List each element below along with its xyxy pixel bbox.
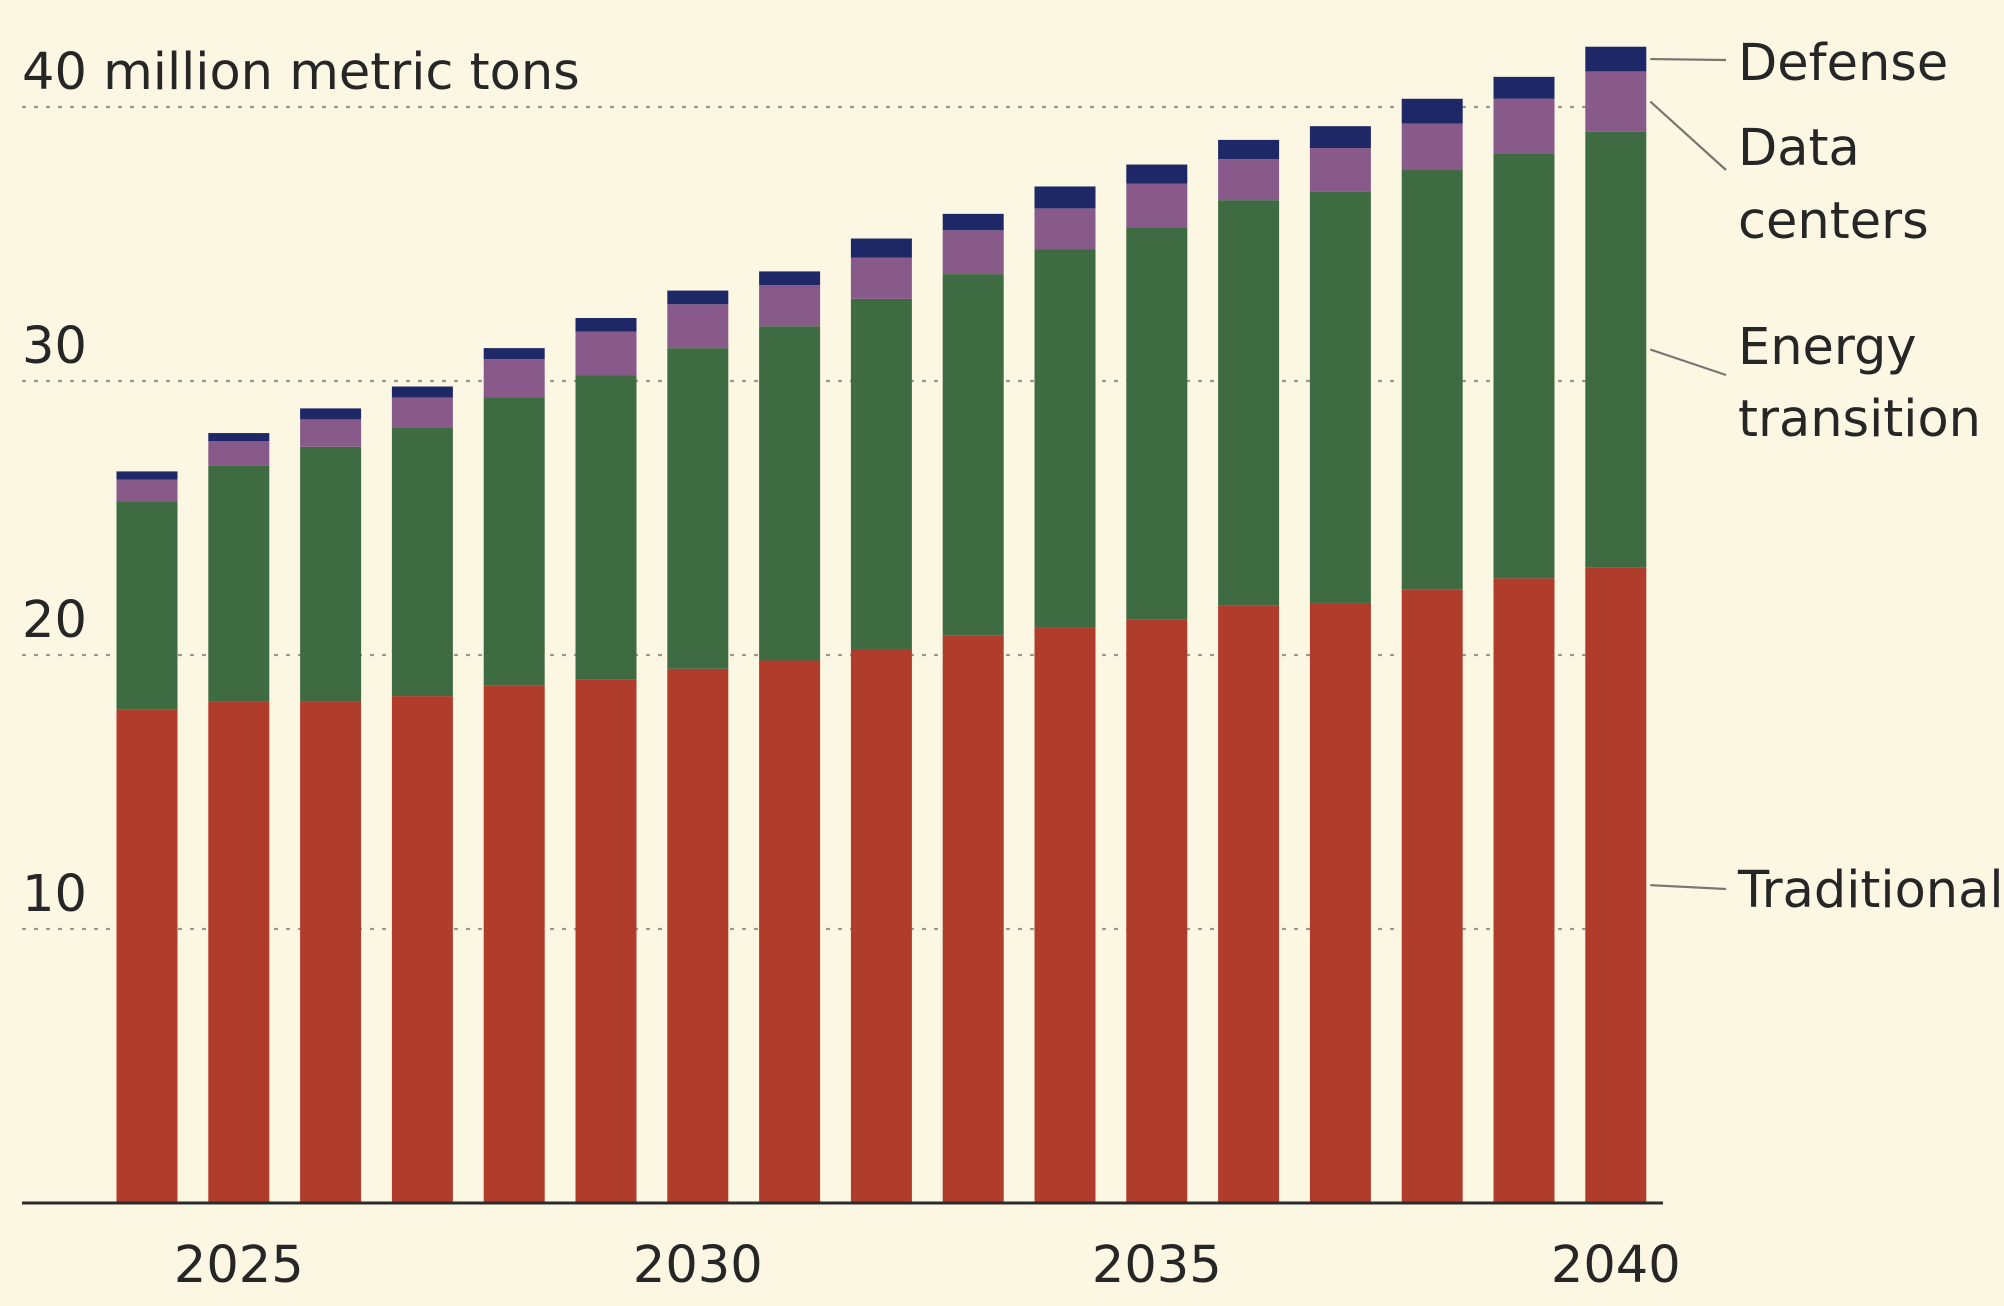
bar-2030-energy-transition <box>667 348 729 669</box>
legend-label-energy-transition-line-1: Energy <box>1738 318 1917 377</box>
bar-2033-defense <box>942 213 1004 231</box>
bar-2025-data-centers <box>208 441 270 466</box>
bar-2031-energy-transition <box>759 326 821 661</box>
bar-2040-traditional <box>1585 567 1647 1203</box>
legend-label-energy-transition: Energy transition <box>1738 318 1981 449</box>
bar-2028-energy-transition <box>483 397 545 686</box>
bars <box>116 46 1647 1203</box>
legend-label-data-centers-line-1: Data <box>1738 119 1860 178</box>
x-tick-label-2040: 2040 <box>1551 1236 1681 1295</box>
bar-2029-energy-transition <box>575 375 637 680</box>
bar-2035-defense <box>1126 164 1188 184</box>
legend-label-defense-line-1: Defense <box>1738 34 1948 93</box>
gridlines <box>22 105 1652 931</box>
legend-label-traditional-line-1: Traditional <box>1737 861 2004 920</box>
bar-2037-data-centers <box>1309 148 1371 192</box>
x-tick-label-2030: 2030 <box>633 1236 763 1295</box>
legend-label-data-centers: Data centers <box>1738 119 1929 251</box>
y-tick-label-30: 30 <box>22 317 87 376</box>
bar-2034-energy-transition <box>1034 249 1096 628</box>
legend-leader-data-centers <box>1649 100 1727 171</box>
bar-2038-traditional <box>1401 589 1463 1203</box>
bar-2032-defense <box>850 238 912 258</box>
x-axis-tick-labels: 2025 2030 2035 2040 <box>174 1236 1681 1295</box>
legend-leader-defense <box>1650 57 1727 62</box>
bar-2036-data-centers <box>1218 159 1280 201</box>
bar-2037-energy-transition <box>1309 191 1371 603</box>
bar-2037-defense <box>1309 126 1371 149</box>
bar-2033-energy-transition <box>942 274 1004 636</box>
bar-2029-data-centers <box>575 331 637 376</box>
bar-2026-defense <box>300 408 362 420</box>
bar-2040-energy-transition <box>1585 131 1647 568</box>
bar-2036-traditional <box>1218 605 1280 1203</box>
bar-2036-defense <box>1218 139 1280 160</box>
bar-2038-defense <box>1401 98 1463 124</box>
bar-2025-defense <box>208 433 270 442</box>
bar-2032-traditional <box>850 649 912 1203</box>
bar-2026-energy-transition <box>300 446 362 702</box>
bar-2031-defense <box>759 271 821 286</box>
bar-2035-traditional <box>1126 619 1188 1203</box>
bar-2031-traditional <box>759 660 821 1203</box>
bar-2025-traditional <box>208 701 270 1203</box>
bar-2037-traditional <box>1309 602 1371 1203</box>
bar-2027-traditional <box>391 696 453 1203</box>
x-tick-label-2025: 2025 <box>174 1236 304 1295</box>
bar-2034-defense <box>1034 186 1096 209</box>
bar-2027-energy-transition <box>391 427 453 697</box>
bar-2033-traditional <box>942 635 1004 1203</box>
bar-2027-data-centers <box>391 397 453 428</box>
bar-2035-energy-transition <box>1126 227 1188 620</box>
legend: Defense Data centers Energy transition Tradit… <box>1649 34 2004 920</box>
bar-2029-defense <box>575 317 637 332</box>
bar-2024-data-centers <box>116 479 178 502</box>
legend-leader-energy-transition <box>1649 348 1727 377</box>
bar-2039-defense <box>1493 76 1555 99</box>
bar-2025-energy-transition <box>208 465 270 702</box>
y-tick-label-40: 40 million metric tons <box>22 43 580 102</box>
bar-2031-data-centers <box>759 285 821 327</box>
bar-2030-data-centers <box>667 304 729 349</box>
bar-2039-energy-transition <box>1493 153 1555 579</box>
legend-label-traditional: Traditional <box>1737 861 2004 920</box>
bar-2036-energy-transition <box>1218 200 1280 606</box>
legend-label-data-centers-line-2: centers <box>1738 192 1929 251</box>
bar-2040-defense <box>1585 46 1647 72</box>
bar-2039-traditional <box>1493 578 1555 1203</box>
bar-2040-data-centers <box>1585 71 1647 132</box>
bar-2032-data-centers <box>850 257 912 299</box>
bar-2029-traditional <box>575 679 637 1203</box>
bar-2039-data-centers <box>1493 98 1555 154</box>
bar-2030-defense <box>667 290 729 305</box>
bar-2024-energy-transition <box>116 501 178 710</box>
legend-leader-traditional <box>1650 884 1727 891</box>
legend-label-energy-transition-line-2: transition <box>1738 390 1981 449</box>
bar-2026-data-centers <box>300 419 362 447</box>
legend-label-defense: Defense <box>1738 34 1948 93</box>
y-tick-label-10: 10 <box>22 865 87 924</box>
bar-2024-defense <box>116 471 178 480</box>
bar-2030-traditional <box>667 668 729 1203</box>
bar-2035-data-centers <box>1126 183 1188 228</box>
bar-2024-traditional <box>116 709 178 1203</box>
bar-2034-traditional <box>1034 627 1096 1203</box>
bar-2026-traditional <box>300 701 362 1203</box>
bar-2034-data-centers <box>1034 208 1096 250</box>
bar-2038-energy-transition <box>1401 170 1463 590</box>
bar-2028-data-centers <box>483 359 545 398</box>
bar-2028-defense <box>483 348 545 360</box>
bar-2038-data-centers <box>1401 123 1463 171</box>
y-tick-label-20: 20 <box>22 591 87 650</box>
bar-2027-defense <box>391 386 453 398</box>
bar-2032-energy-transition <box>850 298 912 650</box>
bar-2028-traditional <box>483 685 545 1203</box>
bar-2033-data-centers <box>942 230 1004 275</box>
x-tick-label-2035: 2035 <box>1092 1236 1222 1295</box>
y-axis-tick-labels: 10 20 30 40 million metric tons <box>22 43 580 924</box>
